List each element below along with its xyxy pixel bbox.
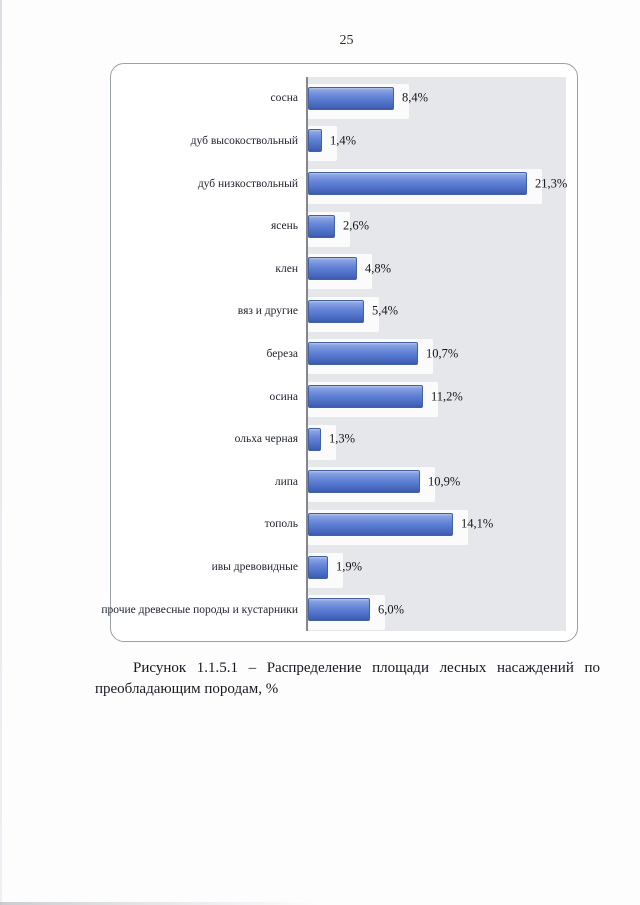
bar-value-label: 1,3% (329, 431, 356, 446)
bar-value-label: 10,9% (428, 474, 461, 489)
category-label: липа (274, 475, 298, 488)
bar-value-label: 11,2% (431, 389, 463, 404)
category-label: осина (269, 390, 298, 403)
bar (308, 512, 453, 536)
category-label: ольха черная (234, 433, 298, 446)
category-label: вяз и другие (237, 305, 298, 318)
chart-row: тополь 14,1% (265, 503, 566, 546)
category-label: береза (266, 347, 298, 360)
chart-row: дуб высокоствольный 1,4% (191, 120, 566, 163)
chart-row: береза 10,7% (267, 333, 566, 376)
y-axis-line (306, 77, 308, 631)
bar (308, 299, 364, 323)
chart-row: липа 10,9% (275, 461, 566, 504)
bar-value-label: 2,6% (343, 218, 370, 233)
bar (308, 470, 420, 494)
bar (308, 129, 322, 153)
category-label: ивы древовидные (211, 561, 298, 574)
bar-value-label: 6,0% (378, 602, 405, 617)
bar-value-label: 21,3% (535, 176, 568, 191)
bar (308, 214, 335, 238)
bar-value-label: 1,9% (336, 559, 363, 574)
bar-value-label: 5,4% (372, 303, 399, 318)
category-label: прочие древесные породы и кустарники (101, 603, 298, 616)
category-label: дуб высокоствольный (190, 134, 298, 147)
chart-row: ивы древовидные 1,9% (212, 546, 566, 589)
bar (308, 86, 394, 110)
category-label: ясень (270, 220, 298, 233)
chart-row: ясень 2,6% (271, 205, 566, 248)
chart-row: сосна 8,4% (270, 77, 566, 120)
bar-value-label: 14,1% (461, 516, 494, 531)
chart-row: дуб низкоствольный 21,3% (198, 162, 568, 205)
category-label: тополь (264, 518, 298, 531)
scan-artifact-bottom-edge (0, 902, 320, 905)
category-label: сосна (270, 92, 298, 105)
bar-value-label: 8,4% (402, 90, 429, 105)
bar (308, 385, 423, 409)
figure-caption: Рисунок 1.1.5.1 – Распределение площади … (95, 658, 600, 700)
chart-frame: сосна 8,4% дуб высокоствольный 1,4% дуб низк… (101, 63, 578, 642)
category-label: дуб низкоствольный (197, 177, 298, 190)
plot-area: сосна 8,4% дуб высокоствольный 1,4% дуб низк… (101, 77, 568, 631)
scan-artifact-left-edge (0, 0, 2, 905)
chart-row: осина 11,2% (269, 375, 566, 418)
figure-caption-line1: Рисунок 1.1.5.1 – Распределение площади … (133, 660, 600, 676)
bar (308, 598, 370, 622)
bar-value-label: 4,8% (365, 261, 392, 276)
page-number: 25 (339, 33, 354, 48)
chart-row: ольха черная 1,3% (235, 418, 566, 461)
figure-caption-line2: преобладающим породам, % (95, 681, 279, 697)
chart-row: вяз и другие 5,4% (238, 290, 566, 333)
bar (308, 257, 357, 281)
bar (308, 342, 418, 366)
bar-value-label: 10,7% (426, 346, 459, 361)
chart-row: клен 4,8% (275, 247, 566, 290)
bar (308, 427, 321, 451)
chart-row: прочие древесные породы и кустарники 6,0% (101, 588, 566, 631)
category-label: клен (275, 262, 298, 275)
bar-value-label: 1,4% (330, 133, 357, 148)
bar (308, 172, 527, 196)
bar (308, 555, 328, 579)
